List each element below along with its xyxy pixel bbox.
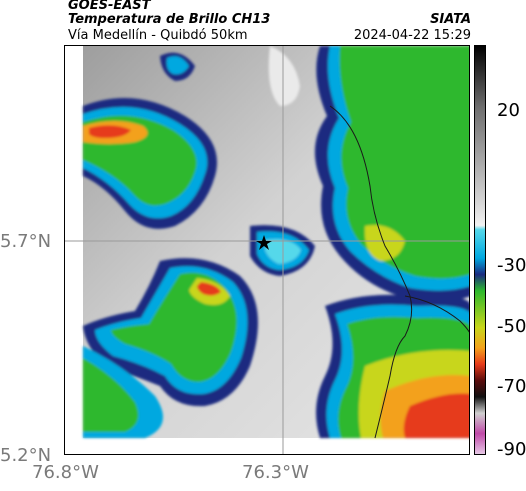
datetime-label: 2024-04-22 15:29 — [353, 28, 471, 43]
colorbar-label-minus90: -90 — [497, 439, 526, 460]
colorbar-label-minus70: -70 — [497, 376, 526, 397]
satellite-title: GOES-EAST — [68, 0, 151, 13]
region-label: Vía Medellín - Quibdó 50km — [68, 28, 248, 43]
lon-tick-76.8: 76.8°W — [32, 462, 99, 483]
temperature-colorbar — [474, 45, 486, 455]
lat-tick-5.7: 5.7°N — [0, 231, 52, 252]
satellite-image — [65, 46, 469, 454]
location-star-icon — [256, 235, 272, 250]
colorbar-label-minus50: -50 — [497, 316, 526, 337]
agency-label: SIATA — [430, 12, 471, 27]
lon-tick-76.3: 76.3°W — [242, 462, 309, 483]
map-frame — [64, 45, 470, 455]
lat-tick-5.2: 5.2°N — [0, 445, 52, 466]
product-title: Temperatura de Brillo CH13 — [68, 12, 271, 27]
colorbar-fill — [475, 46, 485, 454]
colorbar-label-minus30: -30 — [497, 255, 526, 276]
colorbar-label-20: 20 — [497, 100, 520, 121]
